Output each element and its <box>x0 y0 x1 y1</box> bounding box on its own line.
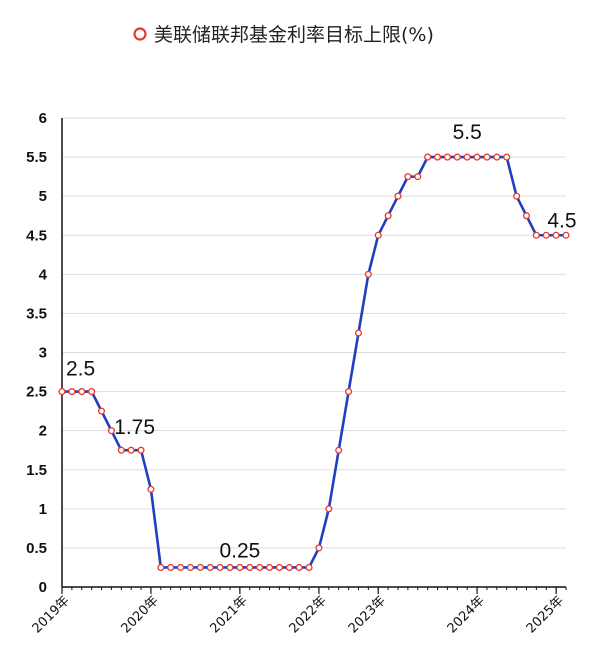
data-label: 0.25 <box>219 539 260 562</box>
legend-label: 美联储联邦基金利率目标上限(%) <box>154 24 434 46</box>
data-point <box>186 563 195 572</box>
data-point <box>167 563 175 572</box>
data-point <box>552 231 560 239</box>
data-point <box>206 563 214 572</box>
data-point <box>246 563 254 572</box>
data-point <box>522 212 531 220</box>
y-tick-label: 0.5 <box>26 540 47 557</box>
x-tick-label: 2021年 <box>208 593 251 636</box>
data-point <box>493 153 501 161</box>
y-tick-label: 1 <box>39 501 47 518</box>
data-point <box>216 563 224 572</box>
legend-marker <box>133 27 147 41</box>
data-point <box>394 192 402 200</box>
y-tick-label: 6 <box>39 110 47 127</box>
data-point <box>88 388 96 396</box>
data-point <box>404 173 412 181</box>
data-point <box>473 153 481 161</box>
data-point <box>275 563 283 572</box>
data-point <box>335 446 343 454</box>
data-label: 4.5 <box>547 209 576 232</box>
data-point <box>137 446 145 454</box>
data-point <box>562 231 570 239</box>
data-point <box>265 563 274 572</box>
data-point <box>325 505 333 513</box>
y-tick-label: 3.5 <box>26 305 47 322</box>
y-tick-label: 3 <box>39 345 47 362</box>
y-tick-label: 2.5 <box>26 384 47 401</box>
data-label: 2.5 <box>66 358 95 381</box>
y-tick-label: 4 <box>39 266 48 283</box>
x-tick-label: 2020年 <box>119 593 162 636</box>
data-point <box>97 407 106 415</box>
y-tick-label: 0 <box>39 579 47 596</box>
y-tick-label: 5 <box>39 188 47 205</box>
data-point <box>315 544 323 552</box>
data-point <box>463 153 471 161</box>
data-point <box>58 388 66 396</box>
data-point <box>433 153 442 161</box>
data-point <box>107 427 115 435</box>
data-point <box>305 563 313 572</box>
data-point <box>364 270 372 278</box>
x-tick-label: 2022年 <box>287 593 330 636</box>
data-point <box>542 231 550 239</box>
data-point <box>384 212 392 220</box>
data-label: 5.5 <box>453 121 482 144</box>
y-tick-label: 2 <box>39 423 47 440</box>
data-point <box>68 388 76 396</box>
y-tick-label: 5.5 <box>26 149 47 166</box>
data-point <box>532 231 540 239</box>
data-point <box>443 153 451 161</box>
data-point <box>157 563 165 572</box>
x-tick-label: 2019年 <box>30 593 73 636</box>
x-tick-label: 2025年 <box>524 593 567 636</box>
y-tick-label: 1.5 <box>26 462 47 479</box>
data-point <box>354 329 363 337</box>
y-tick-label: 4.5 <box>26 227 47 244</box>
x-tick-label: 2024年 <box>445 593 488 636</box>
data-point <box>256 563 264 572</box>
x-tick-label: 2023年 <box>346 593 389 636</box>
data-point <box>483 153 491 161</box>
data-point <box>424 153 432 161</box>
data-point <box>196 563 204 572</box>
data-point <box>374 231 382 239</box>
data-point <box>503 153 511 161</box>
data-label: 1.75 <box>114 416 155 439</box>
data-point <box>177 563 185 572</box>
series-line <box>62 155 566 569</box>
data-point <box>453 153 461 161</box>
data-point <box>147 485 155 493</box>
data-point <box>117 446 125 454</box>
data-point <box>226 563 234 572</box>
data-point <box>345 388 353 396</box>
data-point <box>414 173 422 181</box>
data-point <box>513 192 521 200</box>
data-point <box>78 388 86 396</box>
data-point <box>236 563 244 572</box>
data-point <box>127 446 135 454</box>
data-point <box>285 563 293 572</box>
data-point <box>295 563 303 572</box>
